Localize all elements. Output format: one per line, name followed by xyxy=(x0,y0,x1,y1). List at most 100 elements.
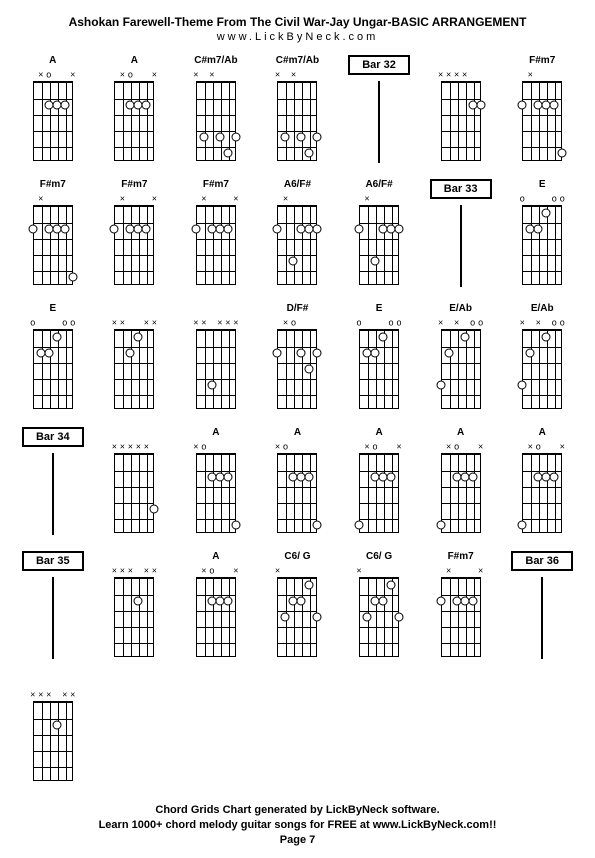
finger-dot xyxy=(313,521,322,530)
open-marker: o xyxy=(536,443,541,452)
mute-marker: × xyxy=(193,319,198,328)
chord-cell: C6/ G× xyxy=(343,551,415,665)
mute-marker: × xyxy=(478,443,483,452)
bar-label: Bar 34 xyxy=(22,427,84,447)
mute-marker: × xyxy=(112,567,117,576)
chord-name-label: A xyxy=(212,427,219,439)
open-marker: o xyxy=(70,319,75,328)
finger-dot xyxy=(395,613,404,622)
chord-name-label: F#m7 xyxy=(203,179,229,191)
mute-marker: × xyxy=(62,691,67,700)
finger-dot xyxy=(215,133,224,142)
chord-diagram: ×o× xyxy=(349,441,409,541)
chord-diagram: ×× xyxy=(186,193,246,293)
chord-cell: E/Ab××oo xyxy=(425,303,497,417)
chord-name-label: A6/F# xyxy=(365,179,392,191)
chord-cell: E/Ab××oo xyxy=(506,303,578,417)
chord-cell: D/F#×o xyxy=(261,303,333,417)
mute-marker: × xyxy=(520,319,525,328)
open-marker: o xyxy=(283,443,288,452)
mute-marker: × xyxy=(446,567,451,576)
mute-marker: × xyxy=(136,443,141,452)
chord-cell: F#m7×× xyxy=(425,551,497,665)
chord-diagram: ×o× xyxy=(23,69,83,169)
fretboard xyxy=(441,329,481,409)
chord-name-label: C6/ G xyxy=(284,551,310,563)
bar-divider-line xyxy=(52,453,54,535)
bar-label: Bar 36 xyxy=(511,551,573,571)
chord-diagram: ×× xyxy=(267,69,327,169)
open-marker: o xyxy=(552,319,557,328)
chord-diagram: ×o× xyxy=(186,565,246,665)
fretboard xyxy=(522,453,562,533)
finger-dot xyxy=(110,225,119,234)
mute-marker: × xyxy=(560,443,565,452)
chord-cell: A×o× xyxy=(180,551,252,665)
finger-dot xyxy=(191,225,200,234)
mute-marker: × xyxy=(446,71,451,80)
finger-dot xyxy=(395,225,404,234)
finger-dot xyxy=(223,225,232,234)
finger-dot xyxy=(231,133,240,142)
chord-diagram: ×× xyxy=(104,193,164,293)
mute-marker: × xyxy=(152,567,157,576)
chord-cell: F#m7×× xyxy=(98,179,170,293)
mute-marker: × xyxy=(291,71,296,80)
chord-name-label xyxy=(51,675,54,687)
mute-marker: × xyxy=(283,319,288,328)
open-marker: o xyxy=(62,319,67,328)
chord-cell: ×××× xyxy=(425,55,497,169)
finger-dot xyxy=(297,349,306,358)
finger-dot xyxy=(518,101,527,110)
chord-cell: F#m7× xyxy=(17,179,89,293)
chord-diagram: ×o xyxy=(267,317,327,417)
finger-dot xyxy=(134,333,143,342)
mute-marker: × xyxy=(152,195,157,204)
open-marker: o xyxy=(552,195,557,204)
open-marker: o xyxy=(209,567,214,576)
chord-name-label xyxy=(133,427,136,439)
mute-marker: × xyxy=(120,71,125,80)
mute-marker: × xyxy=(275,443,280,452)
bar-marker-cell: Bar 33 xyxy=(425,179,497,293)
bar-divider-line xyxy=(52,577,54,659)
finger-dot xyxy=(387,581,396,590)
chord-cell: A6/F# × xyxy=(343,179,415,293)
chord-diagram: × xyxy=(267,193,327,293)
mute-marker: × xyxy=(446,443,451,452)
chord-diagram: ×× xyxy=(431,565,491,665)
finger-dot xyxy=(223,149,232,158)
chord-cell: A6/F#× xyxy=(261,179,333,293)
mute-marker: × xyxy=(454,71,459,80)
mute-marker: × xyxy=(364,443,369,452)
chord-cell: A×o× xyxy=(506,427,578,541)
chord-name-label: A xyxy=(212,551,219,563)
chord-diagram: × xyxy=(349,565,409,665)
chord-chart-page: Ashokan Farewell-Theme From The Civil Wa… xyxy=(0,0,595,858)
finger-dot xyxy=(550,101,559,110)
chord-diagram: × xyxy=(23,193,83,293)
mute-marker: × xyxy=(275,567,280,576)
chord-cell: ××××× xyxy=(180,303,252,417)
fretboard xyxy=(359,329,399,409)
mute-marker: × xyxy=(144,567,149,576)
finger-dot xyxy=(313,349,322,358)
mute-marker: × xyxy=(38,691,43,700)
fretboard xyxy=(114,205,154,285)
open-marker: o xyxy=(389,319,394,328)
chord-cell: ××××× xyxy=(98,427,170,541)
mute-marker: × xyxy=(120,195,125,204)
mute-marker: × xyxy=(233,567,238,576)
mute-marker: × xyxy=(536,319,541,328)
fretboard xyxy=(114,577,154,657)
chord-name-label xyxy=(215,303,218,315)
finger-dot xyxy=(150,505,159,514)
mute-marker: × xyxy=(30,691,35,700)
mute-marker: × xyxy=(462,71,467,80)
finger-dot xyxy=(550,473,559,482)
open-marker: o xyxy=(470,319,475,328)
chord-name-label: F#m7 xyxy=(529,55,555,67)
chord-diagram: × xyxy=(349,193,409,293)
chord-cell: ×××× xyxy=(98,303,170,417)
finger-dot xyxy=(28,225,37,234)
